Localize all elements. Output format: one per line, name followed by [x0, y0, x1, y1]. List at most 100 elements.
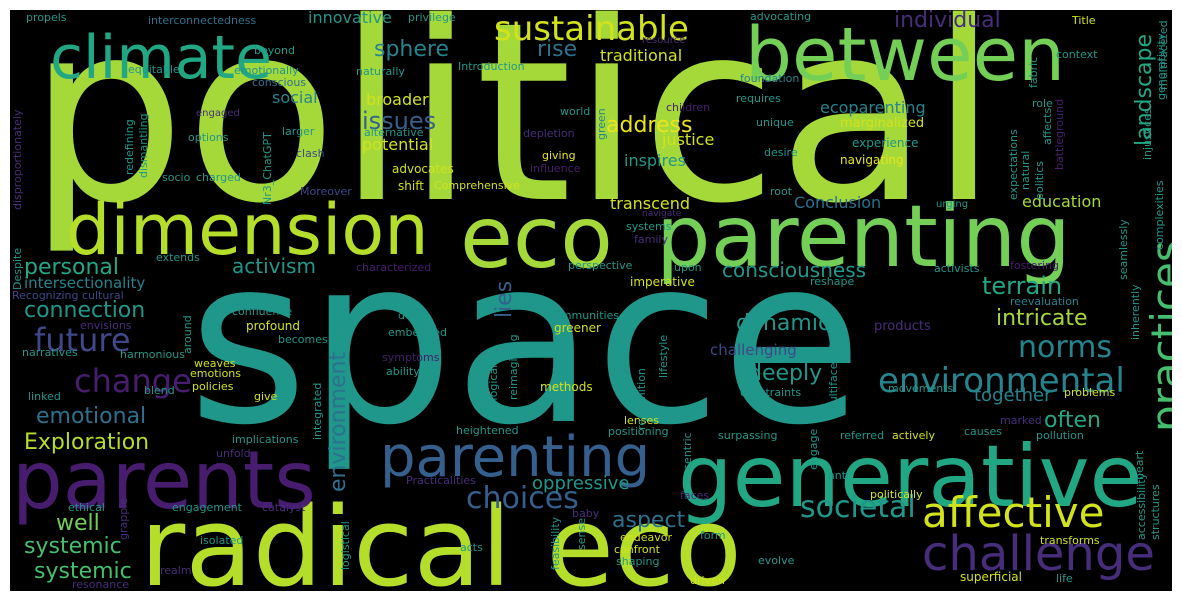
word-communities: communities: [548, 309, 620, 322]
word-engage: engage: [807, 428, 820, 470]
word-recognizing-cultural: Recognizing cultural: [12, 289, 124, 302]
word-weaves: weaves: [194, 357, 236, 370]
word-charged: charged: [196, 171, 241, 184]
word-unique: unique: [756, 116, 794, 129]
word-parenting-medium: parenting: [380, 425, 651, 490]
word-giving: giving: [542, 149, 576, 162]
word-requires: requires: [736, 92, 781, 105]
word-superficial: superficial: [960, 570, 1022, 584]
word-linked: linked: [28, 390, 61, 403]
word-multifaceted: multifaceted: [827, 344, 840, 414]
word-emotions: emotions: [190, 367, 242, 380]
word-movements: movements: [888, 382, 954, 395]
word-feasibility: feasibility: [549, 516, 562, 570]
word-resource: resource: [642, 35, 686, 46]
word-policies: policies: [192, 380, 234, 393]
word-ability: ability: [386, 365, 420, 378]
word-parents: parents: [12, 434, 316, 527]
word-oppressive: oppressive: [532, 473, 630, 494]
word-parenting-large: parenting: [656, 187, 1071, 287]
word-unfold: unfold: [216, 447, 251, 460]
word-lenses: lenses: [624, 414, 660, 427]
word-ethical: ethical: [68, 501, 105, 514]
word-realm: realm: [160, 564, 192, 577]
word-space: space: [188, 209, 863, 476]
word-societal: societal: [800, 490, 916, 525]
word-root: root: [770, 185, 793, 198]
word-referred: referred: [840, 429, 885, 442]
word-innovative: innovative: [308, 10, 392, 27]
word-symptoms: symptoms: [382, 351, 440, 364]
word-beyond: beyond: [254, 44, 295, 57]
word-nr3-chatgpt: Nr3_ChatGPT: [261, 132, 274, 205]
word-equitable: equitable: [128, 63, 180, 76]
word-around: around: [181, 315, 194, 354]
word-battleground: battleground: [1053, 98, 1066, 170]
word-positioning: positioning: [608, 425, 669, 438]
word-deeply: deeply: [748, 361, 823, 386]
word-individual: individual: [894, 10, 1001, 33]
word-environmental: environmental: [878, 361, 1125, 401]
word-structures: structures: [1149, 484, 1162, 540]
word-natural: natural: [1019, 150, 1032, 190]
word-larger: larger: [282, 125, 315, 138]
word-issues: issues: [362, 107, 437, 135]
word-fabric: fabric: [1027, 56, 1040, 88]
word-social: social: [272, 88, 318, 107]
word-emotional: emotional: [36, 404, 147, 429]
word-transforms: transforms: [1040, 534, 1100, 547]
word-surpassing: surpassing: [718, 429, 778, 442]
word-together: together: [974, 385, 1052, 406]
word-systems: systems: [626, 220, 672, 233]
word-centric: centric: [681, 432, 694, 470]
word-evolve: evolve: [758, 554, 795, 567]
word-logistical: logistical: [339, 521, 352, 570]
word-confront: confront: [614, 543, 660, 556]
word-naturally: naturally: [356, 65, 405, 78]
word-grapple: grapple: [117, 497, 130, 540]
word-navigate: navigate: [642, 209, 682, 219]
word-challenging: challenging: [710, 341, 797, 359]
word-isolated: isolated: [200, 534, 244, 547]
word-advocates: advocates: [392, 162, 454, 176]
word-baby: baby: [572, 507, 600, 520]
word-deep: deep: [398, 309, 426, 322]
word-heightened: heightened: [456, 424, 519, 437]
word-inherently: inherently: [1129, 284, 1142, 340]
word-reshape: reshape: [810, 275, 855, 288]
word-envisions: envisions: [80, 319, 132, 332]
word-emotionally: emotionally: [234, 64, 299, 77]
word-interconnectedness: interconnectedness: [148, 14, 257, 27]
word-life: life: [1056, 572, 1073, 585]
word-future: future: [34, 321, 131, 359]
word-radical-eco: radical eco: [140, 483, 742, 591]
word-affects: affects: [1041, 107, 1054, 145]
word-marginalized: marginalized: [840, 116, 925, 131]
word-upon: upon: [674, 261, 702, 274]
word-choices: choices: [466, 481, 579, 516]
word-rise: rise: [537, 37, 578, 62]
word-practicalities: Practicalities: [406, 474, 476, 487]
word-give: give: [254, 390, 278, 403]
word-embedded: embedded: [388, 326, 447, 339]
word-characterized: characterized: [356, 261, 432, 274]
word-reevaluation: reevaluation: [1010, 295, 1079, 308]
word-privilege: privilege: [408, 11, 456, 24]
word-reimagining: reimagining: [507, 334, 520, 400]
word-exploration: Exploration: [24, 430, 150, 455]
word-affective: affective: [922, 488, 1105, 537]
word-implications: implications: [232, 433, 299, 446]
word-family: family: [634, 233, 668, 246]
word-options: options: [188, 131, 229, 144]
word-terrain: terrain: [982, 272, 1063, 300]
word-endeavor: endeavor: [620, 531, 672, 544]
word-catalyst: catalyst: [262, 501, 306, 514]
word-urging: urging: [936, 199, 969, 210]
word-ecological: ecological: [487, 364, 500, 420]
word-comprehensive: Comprehensive: [434, 179, 520, 192]
word-shaping: shaping: [616, 555, 660, 568]
word-potential: potential: [362, 135, 434, 154]
word-perspective: perspective: [568, 259, 633, 272]
word-title: Title: [1072, 14, 1096, 27]
word-expectations: expectations: [1007, 129, 1020, 200]
